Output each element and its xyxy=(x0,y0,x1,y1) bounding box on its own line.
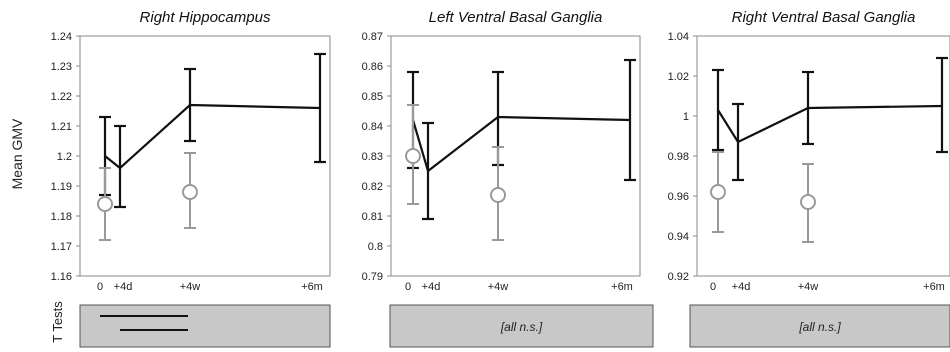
y-tick-label: 1.02 xyxy=(668,71,689,83)
y-tick-label: 0.98 xyxy=(668,151,689,163)
plot-area xyxy=(696,35,950,277)
x-tick-label: +4d xyxy=(422,281,441,293)
x-tick-label: +6m xyxy=(301,281,323,293)
x-tick-label: 0 xyxy=(405,281,411,293)
ttest-box xyxy=(79,304,331,348)
y-tick-label: 1.04 xyxy=(668,31,689,43)
y-tick-label: 0.83 xyxy=(362,151,383,163)
y-tick-label: 1.19 xyxy=(51,181,72,193)
data-point xyxy=(490,187,506,203)
y-tick-label: 1.16 xyxy=(51,271,72,283)
ttest-box xyxy=(689,304,950,348)
y-tick-label: 0.85 xyxy=(362,91,383,103)
x-tick-label: +4w xyxy=(488,281,509,293)
x-tick-label: +4w xyxy=(180,281,201,293)
chart-panel-2: Left Ventral Basal Ganglia 0.79 0.8 0.81 0.8… xyxy=(362,9,654,348)
x-tick-label: +4d xyxy=(114,281,133,293)
chart-panel-1: Right Hippocampus 1.16 1.17 1.18 1.19 1.2 1.21… xyxy=(51,9,331,348)
data-point xyxy=(405,148,421,164)
series-line xyxy=(411,115,631,173)
y-tick-label: 1 xyxy=(683,111,689,123)
x-tick-label: 0 xyxy=(710,281,716,293)
x-tick-label: +6m xyxy=(923,281,945,293)
data-point xyxy=(710,184,726,200)
x-tick-label: 0 xyxy=(97,281,103,293)
ttest-result: [all n.s.] xyxy=(500,320,543,334)
figure-ylabel: Mean GMV xyxy=(9,118,25,189)
x-tick-label: +4w xyxy=(798,281,819,293)
y-tick-label: 1.18 xyxy=(51,211,72,223)
x-tick-label: +4d xyxy=(732,281,751,293)
y-tick-label: 1.21 xyxy=(51,121,72,133)
y-tick-label: 0.84 xyxy=(362,121,383,133)
y-tick-label: 0.79 xyxy=(362,271,383,283)
y-tick-label: 0.8 xyxy=(368,241,383,253)
data-point xyxy=(182,184,198,200)
data-point xyxy=(97,196,113,212)
y-tick-label: 0.92 xyxy=(668,271,689,283)
y-tick-label: 0.96 xyxy=(668,191,689,203)
panels: Right Hippocampus 1.16 1.17 1.18 1.19 1.2 1.21… xyxy=(51,9,950,348)
y-tick-label: 0.87 xyxy=(362,31,383,43)
y-tick-label: 1.23 xyxy=(51,61,72,73)
ttest-box xyxy=(389,304,654,348)
x-tick-label: +6m xyxy=(611,281,633,293)
chart-title: Right Hippocampus xyxy=(140,9,271,26)
chart-title: Right Ventral Basal Ganglia xyxy=(732,9,916,26)
y-tick-label: 1.2 xyxy=(57,151,72,163)
series-line xyxy=(717,104,943,144)
chart-panel-3: Right Ventral Basal Ganglia 0.92 0.94 0.96 0… xyxy=(668,9,950,348)
y-tick-label: 1.24 xyxy=(51,31,72,43)
y-tick-label: 0.81 xyxy=(362,211,383,223)
y-tick-label: 0.82 xyxy=(362,181,383,193)
data-point xyxy=(800,194,816,210)
y-tick-label: 1.22 xyxy=(51,91,72,103)
y-tick-label: 0.86 xyxy=(362,61,383,73)
chart-title: Left Ventral Basal Ganglia xyxy=(429,9,603,26)
ttests-label: T Tests xyxy=(50,301,65,343)
y-tick-label: 0.94 xyxy=(668,231,689,243)
ttest-result: [all n.s.] xyxy=(798,320,841,334)
y-tick-label: 1.17 xyxy=(51,241,72,253)
series-line xyxy=(104,103,321,170)
plot-area xyxy=(79,35,331,277)
